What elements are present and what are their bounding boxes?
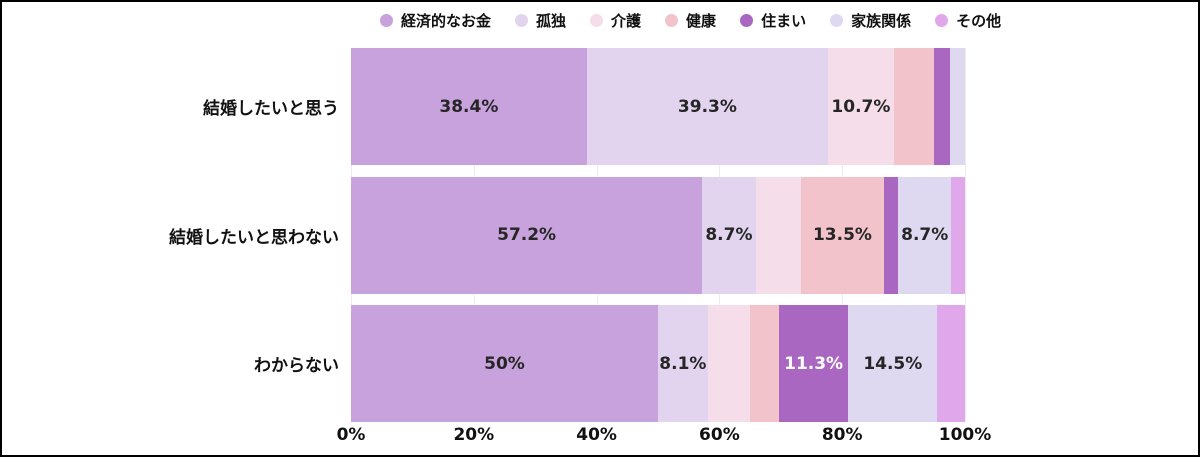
legend-item-5: 家族関係 (830, 10, 911, 31)
plot-area: 38.4% 39.3% 10.7% 57.2% 8.7% 13.5% 8.7% 50% 8.1%… (351, 48, 966, 422)
y-axis-labels: 結婚したいと思う結婚したいと思わないわからない (2, 48, 339, 422)
bar-row-2: 50% 8.1% 11.3% 14.5% (351, 305, 965, 422)
x-tick-label: 20% (453, 425, 495, 445)
legend-item-4: 住まい (740, 10, 806, 31)
x-tick-label: 100% (938, 425, 992, 445)
bars: 38.4% 39.3% 10.7% 57.2% 8.7% 13.5% 8.7% 50% 8.1%… (351, 48, 965, 422)
legend-item-6: その他 (935, 10, 1001, 31)
segment-value-label: 8.7% (705, 225, 753, 245)
segment-value-label: 50% (484, 353, 525, 374)
legend-swatch-icon (740, 14, 754, 27)
legend-item-0: 経済的なお金 (380, 10, 491, 31)
legend-swatch-icon (380, 14, 393, 27)
segment-value-label: 13.5% (812, 225, 872, 245)
legend-swatch-icon (515, 14, 529, 27)
x-tick-label: 80% (821, 425, 863, 445)
segment-健康: 13.5% (801, 176, 884, 294)
segment-経済的なお金: 38.4% (351, 48, 587, 165)
legend-swatch-icon (935, 14, 949, 27)
segment-住まい: 11.3% (778, 305, 849, 422)
row-label-1: 結婚したいと思わない (169, 227, 339, 248)
segment-経済的なお金: 57.2% (351, 176, 703, 294)
legend-swatch-icon (665, 14, 679, 27)
legend-item-2: 介護 (590, 10, 641, 31)
x-tick-label: 40% (576, 425, 617, 445)
segment-孤独: 8.1% (658, 305, 708, 422)
segment-value-label: 14.5% (863, 353, 923, 374)
segment-家族関係: 8.7% (898, 176, 952, 294)
legend: 経済的なお金 孤独 介護 健康 住まい 家族関係 その他 (380, 10, 1001, 31)
segment-value-label: 38.4% (439, 96, 499, 117)
segment-健康 (893, 48, 934, 165)
row-label-0: 結婚したいと思う (203, 99, 339, 119)
legend-label: 家族関係 (851, 12, 912, 30)
legend-swatch-icon (590, 14, 604, 27)
bar-row-0: 38.4% 39.3% 10.7% (351, 48, 965, 165)
segment-value-label: 10.7% (831, 96, 891, 117)
segment-家族関係 (949, 48, 965, 165)
segment-その他 (951, 176, 965, 294)
grid-line (965, 48, 966, 422)
segment-介護 (755, 176, 802, 294)
segment-家族関係: 14.5% (848, 305, 938, 422)
segment-value-label: 8.1% (659, 353, 707, 374)
segment-経済的なお金: 50% (351, 305, 658, 422)
x-tick-label: 60% (699, 425, 740, 445)
legend-label: 健康 (686, 12, 717, 30)
legend-item-3: 健康 (665, 10, 716, 31)
segment-孤独: 8.7% (702, 176, 756, 294)
legend-swatch-icon (830, 14, 844, 27)
segment-value-label: 11.3% (784, 353, 844, 374)
segment-健康 (750, 305, 779, 422)
segment-その他 (937, 305, 965, 422)
segment-value-label: 8.7% (901, 225, 949, 245)
legend-label: 住まい (761, 12, 807, 30)
segment-住まい (883, 176, 899, 294)
legend-label: 介護 (611, 12, 642, 30)
x-axis: 0% 20% 40% 60% 80% 100% (337, 425, 992, 449)
x-tick-label: 0% (336, 425, 366, 445)
segment-value-label: 57.2% (497, 225, 557, 245)
legend-item-1: 孤独 (515, 10, 566, 31)
row-label-2: わからない (254, 356, 339, 376)
segment-孤独: 39.3% (586, 48, 829, 165)
segment-介護 (707, 305, 751, 422)
legend-label: 孤独 (536, 12, 567, 30)
segment-住まい (933, 48, 950, 165)
legend-label: 経済的なお金 (401, 12, 492, 30)
legend-label: その他 (956, 12, 1002, 30)
segment-介護: 10.7% (828, 48, 894, 165)
segment-value-label: 39.3% (677, 96, 737, 117)
bar-row-1: 57.2% 8.7% 13.5% 8.7% (351, 176, 965, 294)
